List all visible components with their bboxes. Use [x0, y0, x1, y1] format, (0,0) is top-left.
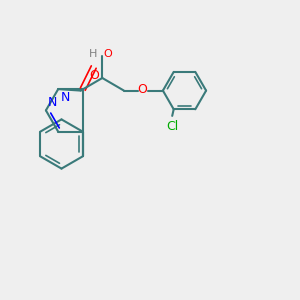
- Text: H: H: [88, 49, 97, 59]
- Text: N: N: [47, 96, 57, 109]
- Text: N: N: [61, 91, 70, 103]
- Text: O: O: [137, 83, 147, 97]
- Text: O: O: [103, 49, 112, 59]
- Text: Cl: Cl: [166, 120, 178, 133]
- Text: O: O: [89, 68, 99, 82]
